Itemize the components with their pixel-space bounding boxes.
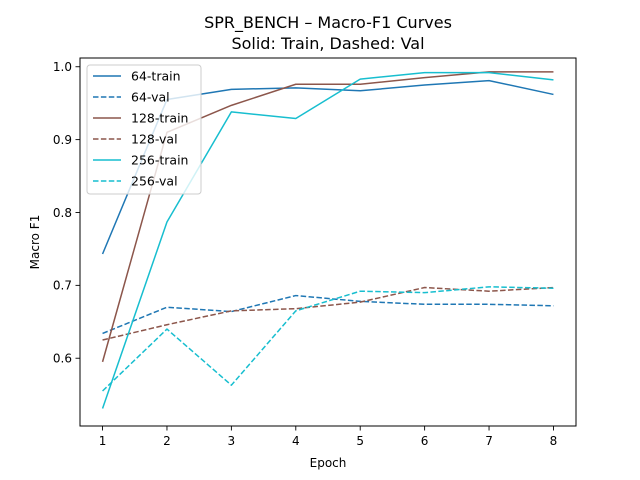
- x-tick-label: 5: [356, 434, 364, 448]
- x-tick-label: 8: [550, 434, 558, 448]
- x-tick-label: 1: [99, 434, 107, 448]
- y-tick-label: 0.6: [53, 352, 72, 366]
- x-axis-label: Epoch: [310, 456, 347, 470]
- series-line-256-train: [101, 71, 554, 409]
- legend-label-64-train: 64-train: [131, 69, 181, 84]
- y-tick-label: 0.9: [53, 133, 72, 147]
- legend-label-256-val: 256-val: [131, 174, 178, 189]
- y-tick-label: 1.0: [53, 60, 72, 74]
- legend-label-128-val: 128-val: [131, 132, 178, 147]
- chart-title: SPR_BENCH – Macro-F1 Curves: [204, 13, 452, 33]
- y-axis-label: Macro F1: [28, 215, 42, 270]
- y-tick-label: 0.7: [53, 279, 72, 293]
- chart-subtitle: Solid: Train, Dashed: Val: [231, 34, 424, 53]
- x-tick-label: 4: [292, 434, 300, 448]
- legend-label-64-val: 64-val: [131, 90, 170, 105]
- x-axis-ticks: 1 2 3 4 5 6 7 8: [99, 426, 558, 448]
- x-tick-label: 6: [421, 434, 429, 448]
- legend-label-128-train: 128-train: [131, 111, 188, 126]
- x-tick-label: 3: [228, 434, 236, 448]
- legend: 64-train 64-val 128-train 128-val 256-train 2…: [86, 64, 202, 195]
- series-line-64-val: [102, 294, 554, 335]
- series-line-256-val: [102, 286, 554, 392]
- y-tick-label: 0.8: [53, 206, 72, 220]
- legend-label-256-train: 256-train: [131, 153, 188, 168]
- y-axis-ticks: 0.6 0.7 0.8 0.9 1.0: [53, 60, 80, 366]
- legend-box: [86, 64, 202, 195]
- x-tick-label: 2: [163, 434, 171, 448]
- plot-frame: [79, 57, 577, 427]
- series-line-128-val: [102, 286, 554, 341]
- x-tick-label: 7: [485, 434, 493, 448]
